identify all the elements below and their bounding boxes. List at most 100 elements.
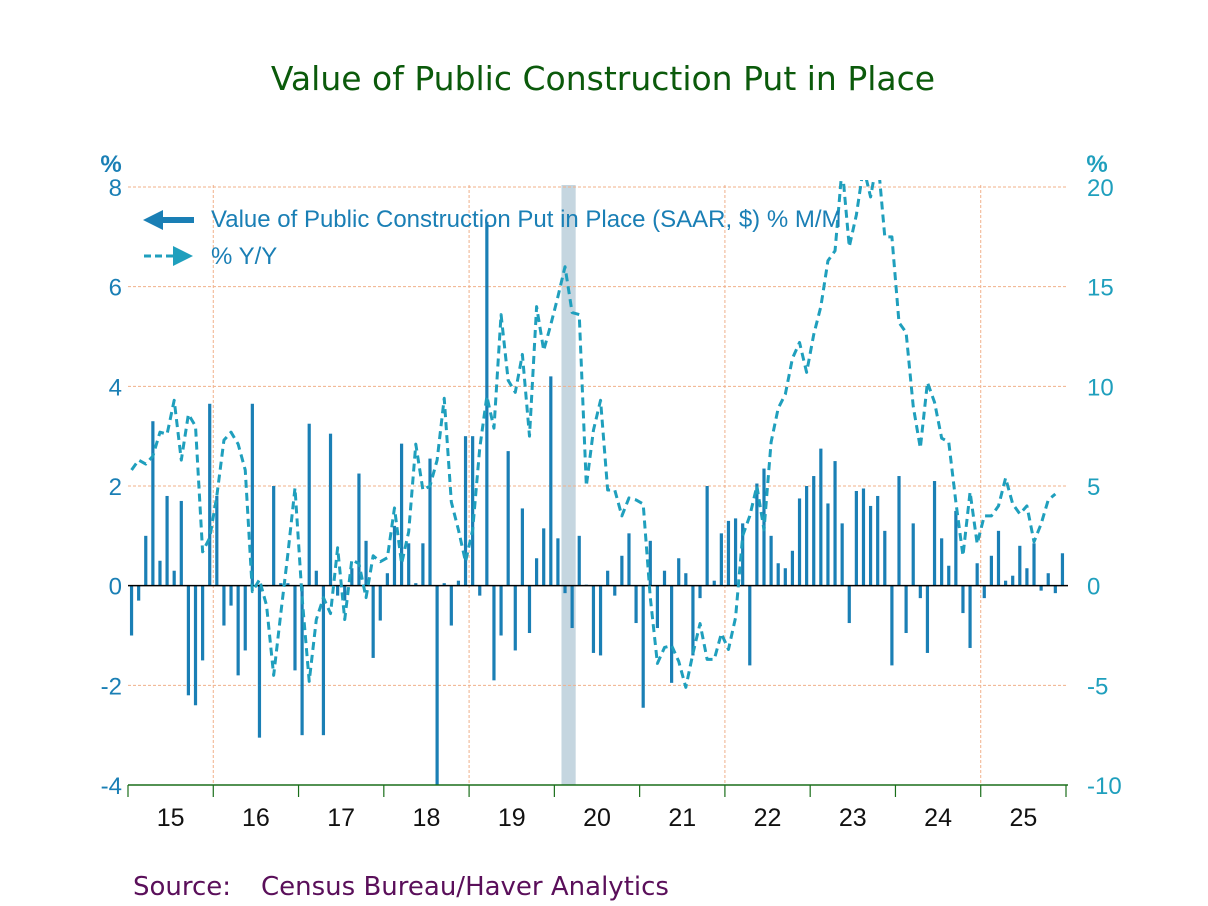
- bar-mm: [854, 490, 858, 586]
- bar-series: [129, 221, 1065, 785]
- left-tick-label: -4: [101, 773, 122, 800]
- bar-mm: [1060, 553, 1065, 586]
- bar-mm: [662, 570, 667, 586]
- bar-mm: [691, 585, 695, 656]
- bar-mm: [598, 585, 603, 656]
- bar-mm: [336, 585, 340, 596]
- x-tick-label: 23: [839, 804, 867, 832]
- bar-mm: [314, 570, 318, 586]
- x-tick-label: 15: [157, 804, 185, 832]
- x-tick-label: 22: [754, 804, 782, 832]
- bar-mm: [790, 550, 795, 586]
- recession-shading-layer: [561, 185, 576, 785]
- right-tick-label: -5: [1087, 673, 1108, 700]
- bar-mm: [726, 520, 731, 586]
- bar-mm: [1032, 543, 1036, 586]
- right-tick-label: 10: [1087, 374, 1114, 401]
- bar-mm: [449, 585, 453, 626]
- bar-mm: [556, 538, 560, 586]
- bar-mm: [876, 495, 880, 586]
- bar-mm: [201, 585, 205, 661]
- yoy-line: [130, 180, 1057, 689]
- right-tick-label: 5: [1087, 474, 1100, 501]
- bar-mm: [968, 585, 972, 648]
- bar-mm: [343, 585, 347, 601]
- left-tick-label: 8: [109, 175, 122, 202]
- bar-mm: [158, 560, 162, 586]
- bar-mm: [151, 421, 155, 586]
- right-tick-label: -10: [1087, 773, 1122, 800]
- bar-mm: [932, 481, 937, 586]
- bar-mm: [769, 535, 773, 586]
- bar-mm: [392, 525, 397, 586]
- right-tick-label: 0: [1087, 574, 1100, 601]
- bar-mm: [456, 580, 461, 586]
- bar-mm: [890, 585, 894, 666]
- bar-mm: [186, 585, 191, 696]
- bar-mm: [776, 563, 780, 586]
- bar-mm: [911, 523, 915, 586]
- bar-mm: [954, 510, 958, 586]
- bar-mm: [918, 585, 922, 599]
- bar-mm: [840, 523, 844, 586]
- right-tick-label: 15: [1087, 275, 1114, 302]
- x-tick-label: 16: [242, 804, 270, 832]
- source-label: Source:: [133, 872, 231, 902]
- yoy-line-series: [130, 180, 1057, 689]
- left-tick-label: -2: [101, 673, 122, 700]
- bar-mm: [549, 376, 553, 586]
- bar-mm: [435, 585, 439, 785]
- bar-mm: [833, 461, 837, 586]
- x-tick-label: 18: [413, 804, 441, 832]
- bar-mm: [684, 573, 688, 586]
- bar-mm: [414, 583, 418, 586]
- bar-mm: [812, 476, 816, 586]
- bar-mm: [527, 585, 532, 634]
- bar-mm: [982, 585, 986, 599]
- bar-mm: [364, 540, 368, 586]
- bar-mm: [179, 500, 183, 586]
- bar-mm: [421, 543, 425, 586]
- bar-mm: [471, 436, 475, 586]
- gridlines: [128, 185, 1068, 785]
- right-axis-ticks: 20 15 10 5 0 -5 -10: [1087, 175, 1122, 800]
- bar-mm: [350, 568, 354, 586]
- bar-mm: [996, 530, 1001, 586]
- bar-mm: [826, 503, 830, 586]
- bar-mm: [805, 486, 809, 586]
- source-text: Census Bureau/Haver Analytics: [261, 872, 669, 902]
- legend: Value of Public Construction Put in Plac…: [143, 206, 841, 270]
- bar-mm: [257, 585, 262, 738]
- bar-mm: [1053, 585, 1057, 594]
- bar-mm: [506, 451, 510, 586]
- left-tick-label: 2: [109, 474, 122, 501]
- bar-mm: [1046, 573, 1050, 586]
- bar-mm: [165, 495, 169, 586]
- bar-mm: [904, 585, 908, 634]
- bar-mm: [542, 528, 546, 586]
- bar-mm: [243, 585, 247, 651]
- bar-mm: [670, 585, 674, 683]
- bar-mm: [279, 583, 283, 586]
- bar-mm: [499, 585, 503, 636]
- bar-mm: [492, 585, 496, 681]
- bar-mm: [627, 533, 631, 586]
- left-axis-unit: %: [100, 151, 121, 178]
- bar-mm: [797, 498, 802, 586]
- x-tick-label: 24: [924, 804, 952, 832]
- bar-mm: [940, 538, 944, 586]
- bar-mm: [648, 540, 652, 586]
- bar-mm: [286, 583, 290, 586]
- x-tick-label: 17: [327, 804, 355, 832]
- bar-mm: [868, 505, 873, 586]
- bar-mm: [463, 436, 468, 586]
- left-tick-label: 0: [109, 574, 122, 601]
- bar-mm: [783, 568, 787, 586]
- bar-mm: [137, 585, 141, 601]
- bar-mm: [620, 555, 624, 586]
- x-axis: [127, 784, 1068, 797]
- bar-mm: [428, 458, 432, 586]
- bar-mm: [328, 433, 333, 586]
- bar-mm: [1039, 585, 1043, 591]
